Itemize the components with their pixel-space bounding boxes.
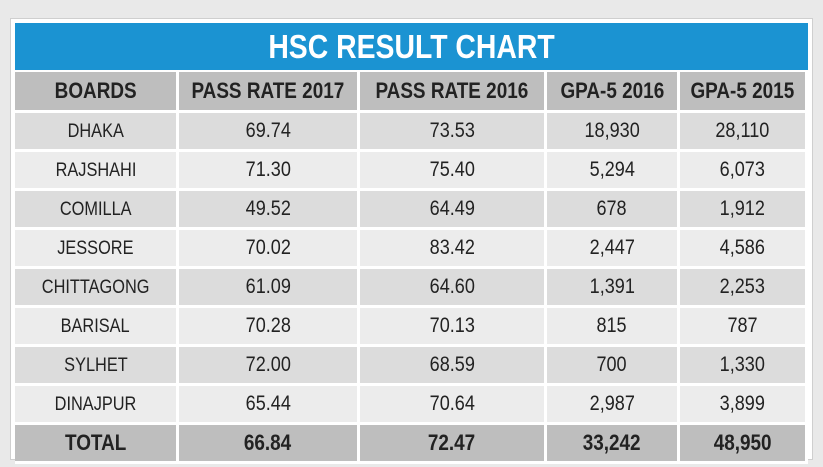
gpa5-2015-cell: 1,912 (680, 191, 808, 230)
result-table: BOARDS PASS RATE 2017 PASS RATE 2016 GPA… (15, 72, 808, 464)
pass-rate-2017-cell: 70.28 (179, 308, 360, 347)
pass-rate-2017-cell: 61.09 (179, 269, 360, 308)
table-row: JESSORE 70.02 83.42 2,447 4,586 (15, 230, 808, 269)
total-gpa5-2016-cell: 33,242 (547, 425, 680, 464)
table-row: BARISAL 70.28 70.13 815 787 (15, 308, 808, 347)
total-pass-rate-2017-cell: 66.84 (179, 425, 360, 464)
column-header-gpa5-2016: GPA-5 2016 (547, 72, 680, 113)
total-gpa5-2015-cell: 48,950 (680, 425, 808, 464)
board-name-cell: SYLHET (15, 347, 179, 386)
pass-rate-2016-cell: 73.53 (360, 113, 547, 152)
pass-rate-2017-cell: 72.00 (179, 347, 360, 386)
pass-rate-2016-cell: 64.60 (360, 269, 547, 308)
board-name-cell: DINAJPUR (15, 386, 179, 425)
pass-rate-2017-cell: 71.30 (179, 152, 360, 191)
table-row: CHITTAGONG 61.09 64.60 1,391 2,253 (15, 269, 808, 308)
chart-title-bar: HSC RESULT CHART (15, 23, 808, 70)
pass-rate-2016-cell: 64.49 (360, 191, 547, 230)
gpa5-2015-cell: 6,073 (680, 152, 808, 191)
gpa5-2016-cell: 700 (547, 347, 680, 386)
board-name-cell: CHITTAGONG (15, 269, 179, 308)
pass-rate-2016-cell: 68.59 (360, 347, 547, 386)
board-name-cell: BARISAL (15, 308, 179, 347)
column-header-boards: BOARDS (15, 72, 179, 113)
table-row: RAJSHAHI 71.30 75.40 5,294 6,073 (15, 152, 808, 191)
gpa5-2016-cell: 815 (547, 308, 680, 347)
gpa5-2015-cell: 3,899 (680, 386, 808, 425)
gpa5-2016-cell: 1,391 (547, 269, 680, 308)
table-row: COMILLA 49.52 64.49 678 1,912 (15, 191, 808, 230)
pass-rate-2017-cell: 69.74 (179, 113, 360, 152)
total-board-name-cell: TOTAL (15, 425, 179, 464)
total-row: TOTAL 66.84 72.47 33,242 48,950 (15, 425, 808, 464)
board-name-cell: DHAKA (15, 113, 179, 152)
gpa5-2015-cell: 787 (680, 308, 808, 347)
gpa5-2016-cell: 678 (547, 191, 680, 230)
board-name-cell: RAJSHAHI (15, 152, 179, 191)
gpa5-2015-cell: 1,330 (680, 347, 808, 386)
pass-rate-2016-cell: 75.40 (360, 152, 547, 191)
gpa5-2016-cell: 2,447 (547, 230, 680, 269)
column-header-gpa5-2015: GPA-5 2015 (680, 72, 808, 113)
pass-rate-2017-cell: 49.52 (179, 191, 360, 230)
table-row: DHAKA 69.74 73.53 18,930 28,110 (15, 113, 808, 152)
board-name-cell: COMILLA (15, 191, 179, 230)
gpa5-2016-cell: 18,930 (547, 113, 680, 152)
column-header-pass-rate-2017: PASS RATE 2017 (179, 72, 360, 113)
gpa5-2015-cell: 28,110 (680, 113, 808, 152)
pass-rate-2017-cell: 70.02 (179, 230, 360, 269)
gpa5-2015-cell: 4,586 (680, 230, 808, 269)
result-table-card: HSC RESULT CHART BOARDS PASS RATE 2017 P… (10, 18, 813, 464)
gpa5-2015-cell: 2,253 (680, 269, 808, 308)
column-header-pass-rate-2016: PASS RATE 2016 (360, 72, 547, 113)
table-body: DHAKA 69.74 73.53 18,930 28,110 RAJSHAHI 71.30… (15, 113, 808, 464)
header-row: BOARDS PASS RATE 2017 PASS RATE 2016 GPA… (15, 72, 808, 113)
gpa5-2016-cell: 2,987 (547, 386, 680, 425)
chart-title: HSC RESULT CHART (268, 27, 555, 65)
pass-rate-2016-cell: 70.13 (360, 308, 547, 347)
table-row: SYLHET 72.00 68.59 700 1,330 (15, 347, 808, 386)
pass-rate-2016-cell: 83.42 (360, 230, 547, 269)
table-row: DINAJPUR 65.44 70.64 2,987 3,899 (15, 386, 808, 425)
total-pass-rate-2016-cell: 72.47 (360, 425, 547, 464)
pass-rate-2016-cell: 70.64 (360, 386, 547, 425)
pass-rate-2017-cell: 65.44 (179, 386, 360, 425)
gpa5-2016-cell: 5,294 (547, 152, 680, 191)
board-name-cell: JESSORE (15, 230, 179, 269)
